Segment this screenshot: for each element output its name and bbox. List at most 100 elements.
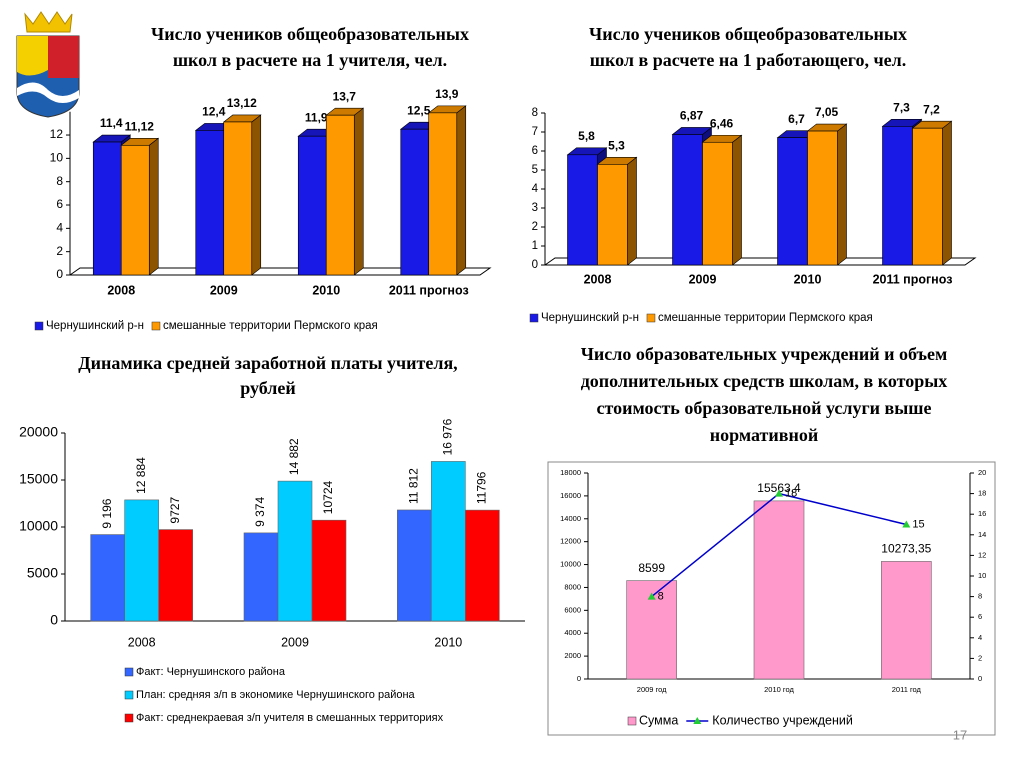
y-tick-label: 8 [532,107,538,119]
x-tick-label: 2008 [128,635,156,649]
bar [431,461,466,622]
x-tick-label: 2009 [281,635,309,649]
bar [400,128,430,276]
y2-tick-label: 6 [978,612,982,621]
y2-tick-label: 16 [978,509,986,518]
legend-swatch [124,690,134,700]
y-tick-label: 16000 [560,491,581,500]
bar-side [353,107,364,276]
line-marker [647,592,656,600]
bar [90,534,125,622]
y-tick-label: 12000 [560,537,581,546]
data-label: 6,7 [788,112,805,126]
page-number: 17 [953,727,967,742]
x-tick-label: 2008 [584,272,612,286]
y-tick-label: 15000 [19,471,58,487]
y2-tick-label: 12 [978,550,986,559]
y-tick-label: 0 [50,612,58,628]
bar [397,509,432,622]
legend-label: План: средняя з/п в экономике Чернушинск… [136,689,416,701]
bar [243,532,279,622]
line-label: 15 [912,518,924,530]
y2-tick-label: 18 [978,489,986,498]
chart-title: Число учеников общеобразовательных [589,24,907,44]
bar [912,127,943,266]
y2-tick-label: 0 [978,674,982,683]
data-label: 8599 [638,561,665,575]
line-marker [775,489,783,497]
x-tick-label: 2009 [689,272,717,286]
data-label: 11,9 [305,110,328,124]
bar [158,529,193,622]
data-label: 9727 [168,497,182,524]
x-tick-label: 2009 год [637,685,667,694]
legend-label: смешанные территории Пермского края [163,320,378,332]
y-tick-label: 20000 [19,424,58,440]
x-tick-label: 2010 [794,272,822,286]
data-label: 9 374 [253,497,267,527]
y2-tick-label: 10 [978,571,986,580]
x-tick-label: 2011 прогноз [389,283,469,297]
data-label: 16 976 [441,418,455,455]
legend-swatch [646,313,656,323]
bar [807,130,838,266]
y-tick-label: 4 [56,221,63,235]
bar-side [837,123,847,266]
data-label: 14 882 [287,438,301,475]
data-label: 10273,35 [881,542,931,556]
legend-swatch [693,717,702,724]
bar [297,135,327,276]
bar [881,561,932,680]
bar [753,500,805,680]
legend-label: Факт: Чернушинского района [136,666,286,678]
chart-title: стоимость образовательной услуги выше [596,398,931,418]
y-tick-label: 0 [577,674,581,683]
chart-title: школ в расчете на 1 учителя, чел. [173,50,447,70]
y-tick-label: 6 [532,145,538,157]
y-tick-label: 0 [56,267,63,281]
y-tick-label: 4000 [564,628,581,637]
y-tick-label: 10000 [560,560,581,569]
y2-tick-label: 2 [978,653,982,662]
bar-side [942,120,952,266]
y-tick-label: 10 [50,151,64,165]
data-label: 11,4 [100,116,123,130]
coat-of-arms [16,11,80,118]
chart-title: Число образовательных учреждений и объем [581,344,948,364]
data-label: 11,12 [125,119,155,133]
data-label: 7,2 [923,102,940,116]
bar [882,126,913,266]
y-tick-label: 5 [532,164,538,176]
chart-title: нормативной [710,425,818,445]
chart-frame [547,461,996,736]
legend-swatch [34,321,44,331]
y-tick-label: 18000 [560,468,581,477]
bar-side [148,137,159,276]
chart-title: рублей [240,378,296,398]
line-label: 8 [658,591,664,603]
bar [702,141,733,266]
legend-label: Факт: среднекраевая з/п учителя в смешан… [136,712,444,724]
bar [428,112,458,276]
y-tick-label: 7 [532,126,538,138]
bar [672,134,703,266]
y-tick-label: 6 [56,197,63,211]
data-label: 13,12 [227,96,257,110]
x-tick-label: 2008 [107,283,135,297]
y-tick-label: 2 [56,244,63,258]
legend-swatch [151,321,161,331]
line-marker [902,520,911,528]
data-label: 5,3 [608,138,625,152]
bar [277,480,313,622]
y-tick-label: 5000 [27,565,58,581]
bar [124,499,159,622]
bar [465,509,500,622]
x-tick-label: 2009 [210,283,238,297]
y2-tick-label: 4 [978,633,982,642]
data-label: 5,8 [578,129,595,143]
y-tick-label: 4 [532,183,539,195]
bar [223,121,253,276]
y-tick-label: 12 [50,127,64,141]
legend-label: смешанные территории Пермского края [658,312,873,324]
